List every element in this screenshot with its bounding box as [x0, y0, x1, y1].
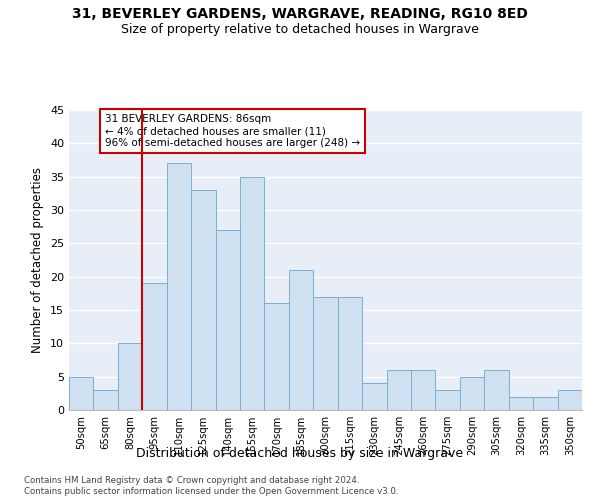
Bar [215, 230, 240, 410]
Bar [289, 270, 313, 410]
Bar [191, 190, 215, 410]
Bar [411, 370, 436, 410]
Y-axis label: Number of detached properties: Number of detached properties [31, 167, 44, 353]
Bar [118, 344, 142, 410]
Text: 31 BEVERLEY GARDENS: 86sqm
← 4% of detached houses are smaller (11)
96% of semi-: 31 BEVERLEY GARDENS: 86sqm ← 4% of detac… [105, 114, 360, 148]
Bar [386, 370, 411, 410]
Bar [436, 390, 460, 410]
Bar [69, 376, 94, 410]
Text: Distribution of detached houses by size in Wargrave: Distribution of detached houses by size … [136, 448, 464, 460]
Bar [533, 396, 557, 410]
Text: Size of property relative to detached houses in Wargrave: Size of property relative to detached ho… [121, 22, 479, 36]
Bar [338, 296, 362, 410]
Bar [362, 384, 386, 410]
Text: Contains public sector information licensed under the Open Government Licence v3: Contains public sector information licen… [24, 488, 398, 496]
Bar [509, 396, 533, 410]
Bar [240, 176, 265, 410]
Bar [94, 390, 118, 410]
Text: 31, BEVERLEY GARDENS, WARGRAVE, READING, RG10 8ED: 31, BEVERLEY GARDENS, WARGRAVE, READING,… [72, 8, 528, 22]
Bar [484, 370, 509, 410]
Bar [313, 296, 338, 410]
Bar [167, 164, 191, 410]
Bar [142, 284, 167, 410]
Text: Contains HM Land Registry data © Crown copyright and database right 2024.: Contains HM Land Registry data © Crown c… [24, 476, 359, 485]
Bar [460, 376, 484, 410]
Bar [265, 304, 289, 410]
Bar [557, 390, 582, 410]
